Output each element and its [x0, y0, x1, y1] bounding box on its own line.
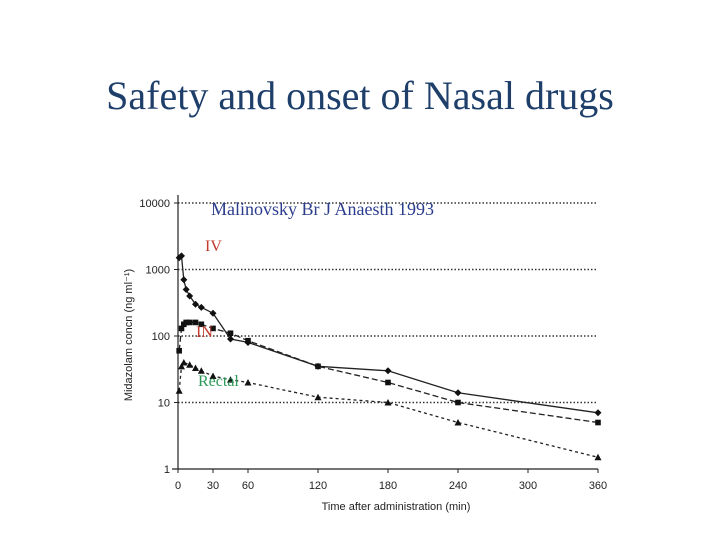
x-tick-label: 30 [207, 480, 219, 492]
data-point [594, 453, 602, 461]
x-tick-label: 60 [242, 480, 254, 492]
data-point [182, 286, 190, 294]
data-point [454, 389, 462, 397]
data-point [180, 358, 188, 366]
data-point [178, 325, 185, 332]
series-line [178, 254, 599, 414]
data-point [175, 387, 183, 394]
data-point [178, 362, 185, 370]
data-point [455, 399, 461, 406]
data-point [385, 379, 391, 386]
data-point [210, 325, 216, 332]
tick-labels: 1 10 100 1000 10000 0 30 60 120 180 240 300 360 [139, 198, 607, 492]
y-tick-label: 1 [164, 464, 170, 476]
data-point [197, 303, 205, 311]
x-tick-label: 300 [519, 480, 537, 492]
data-point [183, 319, 189, 326]
series-line [178, 361, 599, 458]
data-point [209, 309, 217, 317]
data-point [227, 335, 234, 343]
y-axis-label: Midazolam concn (ng ml⁻¹) [123, 269, 135, 401]
series-rectal [175, 358, 602, 461]
x-axis-label: Time after administration (min) [322, 501, 471, 513]
axes [172, 195, 599, 473]
series-label-iv: IV [205, 238, 222, 255]
x-tick-label: 180 [379, 480, 397, 492]
data-point [186, 292, 194, 300]
data-point [192, 300, 199, 308]
data-point [186, 319, 193, 326]
data-point [227, 330, 234, 337]
data-point [180, 276, 188, 284]
data-point [197, 367, 205, 374]
data-point [315, 363, 321, 370]
data-point [192, 364, 199, 372]
data-point [594, 409, 602, 417]
y-tick-label: 10 [158, 398, 170, 410]
chart-citation: Malinovsky Br J Anaesth 1993 [211, 199, 434, 219]
data-point [186, 361, 194, 368]
data-point [384, 367, 392, 375]
slide-title: Safety and onset of Nasal drugs [106, 73, 614, 118]
data-point [209, 372, 217, 380]
data-point [178, 252, 185, 260]
series-in [176, 319, 601, 426]
data-point [595, 419, 601, 426]
data-point [384, 399, 392, 406]
x-tick-label: 240 [449, 480, 467, 492]
series-label-in: IN [196, 324, 213, 341]
y-tick-label: 10000 [139, 198, 170, 210]
series-label-rectal: Rectal [198, 373, 239, 390]
data-point [314, 393, 322, 401]
data-point [198, 321, 205, 328]
data-point [192, 319, 199, 326]
x-tick-label: 120 [309, 480, 327, 492]
data-point [244, 378, 252, 386]
x-tick-label: 360 [589, 480, 607, 492]
x-tick-label: 0 [175, 480, 181, 492]
pharmacokinetic-chart: 1 10 100 1000 10000 0 30 60 120 180 240 300 360 Mali… [123, 195, 607, 513]
data-point [245, 337, 251, 344]
y-tick-label: 100 [152, 331, 170, 343]
data-point [454, 419, 462, 426]
data-point [176, 347, 182, 354]
y-tick-label: 1000 [146, 265, 170, 277]
series-group [175, 252, 602, 461]
data-point [227, 376, 234, 383]
series-iv [175, 252, 602, 417]
